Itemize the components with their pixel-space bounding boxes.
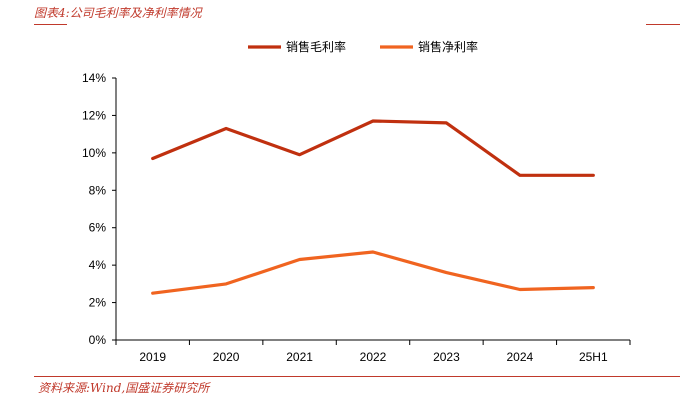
y-tick-label: 10% <box>82 146 106 160</box>
y-tick-label: 2% <box>89 296 107 310</box>
footer-divider <box>34 376 680 377</box>
y-tick-label: 4% <box>89 258 107 272</box>
y-axis: 0% 2% 4% 6% 8% 10% 12% 14% <box>82 71 117 347</box>
legend: 销售毛利率 销售净利率 <box>248 39 478 54</box>
x-axis: 2019 2020 2021 2022 2023 2024 25H1 <box>115 339 631 364</box>
series-line-2 <box>151 250 595 295</box>
x-tick-label: 2022 <box>360 350 387 364</box>
x-tick-label: 2021 <box>286 350 313 364</box>
figure-title: 图表4:公司毛利率及净利率情况 <box>34 6 202 20</box>
title-divider-left <box>34 24 67 25</box>
source-note: 资料来源:Wind,国盛证券研究所 <box>38 381 210 395</box>
title-divider-right <box>646 24 680 25</box>
y-tick-label: 8% <box>89 183 107 197</box>
y-tick-label: 6% <box>89 221 107 235</box>
y-tick-label: 12% <box>82 108 106 122</box>
x-tick-label: 2023 <box>433 350 460 364</box>
x-tick-label: 2020 <box>213 350 240 364</box>
series-line-1 <box>151 119 595 177</box>
legend-label-1: 销售毛利率 <box>286 39 346 54</box>
x-tick-label: 2024 <box>507 350 534 364</box>
series-lines <box>151 119 595 295</box>
x-tick-label: 2019 <box>139 350 166 364</box>
legend-label-2: 销售净利率 <box>418 39 478 54</box>
y-tick-label: 14% <box>82 71 106 85</box>
x-tick-label: 25H1 <box>579 350 608 364</box>
y-tick-label: 0% <box>89 333 107 347</box>
